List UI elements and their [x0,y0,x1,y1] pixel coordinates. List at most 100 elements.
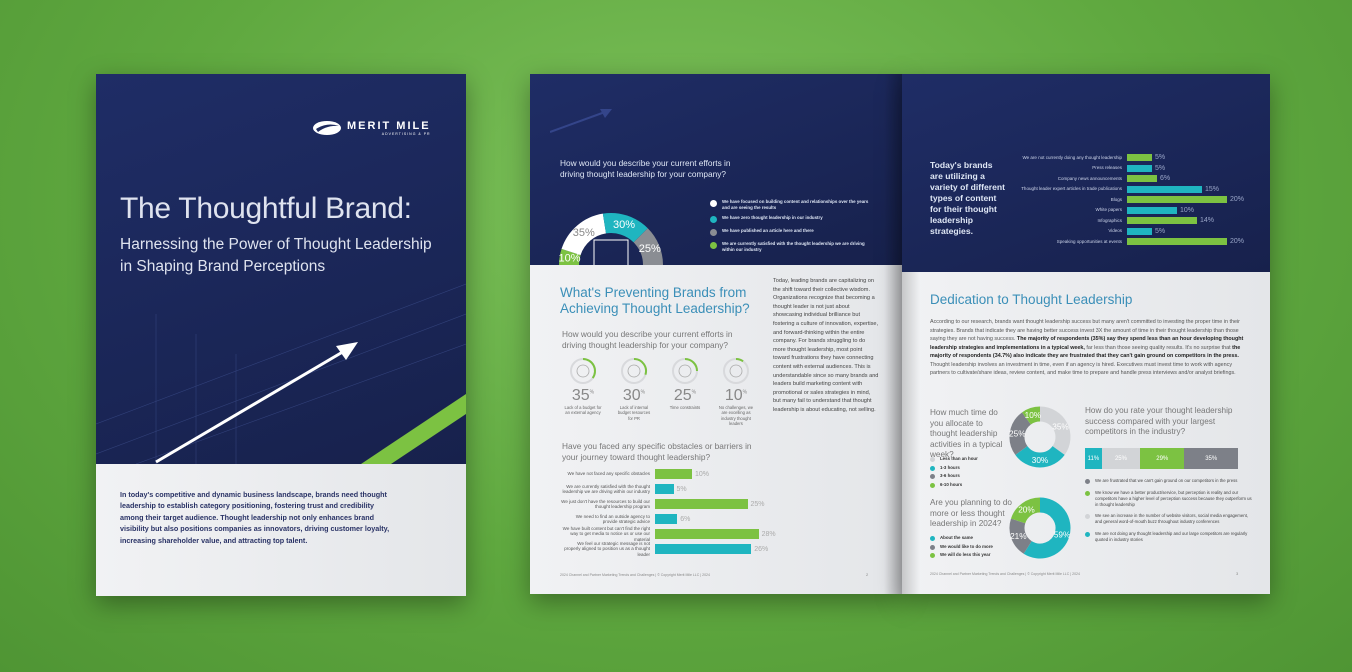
cover-navy-panel: MERIT MILE ADVERTISING & PR The Thoughtf… [96,74,466,464]
bar-row: White papers 10% [997,206,1195,214]
legend-dot [710,242,717,250]
bar-value: 5% [1155,154,1166,161]
stat-value: 30% [609,387,659,405]
legend-dot [1085,479,1090,484]
bar-value: 25% [750,500,765,508]
time-legend: Less than an hour 1-3 hours 3-6 hours 6-10 … [930,456,978,490]
stat-value: 25% [660,387,710,405]
spread-left-page: How would you describe your current effo… [530,74,902,594]
bar-label: Company news announcements [1057,175,1122,181]
right-white-panel: Dedication to Thought Leadership Accordi… [902,272,1270,594]
plan-donut-label: 21% [1010,532,1027,541]
left-navy-band: How would you describe your current effo… [530,74,902,265]
stat-label: Lack of a budget for an external agency [564,405,602,416]
bar-label: We feel our strategic message is not pro… [564,540,650,557]
time-question: How much time do you allocate to thought… [930,408,1003,459]
legend-dot [930,482,935,488]
stats-row: 35% Lack of a budget for an external agen… [558,357,768,427]
efforts-donut-label: 35% [573,227,595,239]
bar-label: We are currently satisfied with the thou… [562,483,650,495]
bar-label: Blogs [1110,196,1122,202]
stat-number: 30 [622,387,641,404]
bar-row: Blogs 20% [997,196,1244,203]
bar-value: 10% [1180,206,1195,214]
bar [1127,238,1227,245]
cover-title: The Thoughtful Brand: [120,192,412,225]
rating-stacked-bar: 11% 25% 29% 35% [1085,448,1238,469]
legend-text: 3-6 hours [940,473,960,478]
logo-tagline: ADVERTISING & PR [381,132,431,136]
legend-item: We know we have a better product/service… [1085,490,1255,507]
bar-value: 5% [1155,227,1166,235]
arrow-icon [550,109,612,133]
spread-right-page: Today's brands are utilizing a variety o… [902,74,1270,594]
legend-item: 6-10 hours [930,482,978,488]
top-question: How would you describe your current effo… [560,158,731,179]
bar-row: We feel our strategic message is not pro… [560,541,769,557]
bar-value: 26% [754,545,769,553]
bold-text: The majority of respondents (35%) say th… [930,336,1244,351]
bar-row: We are currently satisfied with the thou… [560,484,687,494]
bar-label: Videos [1108,228,1122,234]
time-donut-segment [1009,412,1032,455]
bar [655,529,759,539]
bar-row: Press releases 5% [997,164,1165,172]
stat-unit: % [589,389,595,396]
legend-dot [930,553,935,558]
legend-dot [1085,491,1090,496]
plan-donut-label: 20% [1018,505,1035,514]
legend-text: We have zero thought leadership in our i… [722,215,823,221]
efforts-donut-chart: 10% 35% 30% 25% [559,213,663,265]
legend-item: We see an increase in the number of webs… [1085,513,1255,525]
donut-legend: We have focused on building content and … [710,199,875,257]
bar-value: 20% [1230,238,1245,245]
segment-label: 35% [1205,455,1218,462]
dedication-paragraph: According to our research, brands want t… [930,318,1250,378]
heading-line: What's Preventing Brands from [560,285,747,300]
page-number: 3 [1236,571,1239,576]
plan-donut-chart: 59% 21% 20% [1009,497,1071,559]
legend-item: About the same [930,535,993,541]
stat-item: 30% Lack of internal budget resources for… [609,357,659,421]
left-footer: 2024 Channel and Partner Marketing Trend… [560,573,710,577]
bar-value: 15% [1205,185,1220,193]
legend-text: We are not doing any thought leadership … [1095,530,1248,542]
bar-row: Videos 5% [997,227,1166,235]
dedication-heading: Dedication to Thought Leadership [930,292,1133,307]
legend-dot [1085,531,1090,537]
efforts-donut-label: 10% [559,252,581,264]
document-chart-icon [593,239,629,265]
merit-mile-logo: MERIT MILE ADVERTISING & PR [312,120,431,136]
legend-item: We have published an article here and th… [710,228,875,237]
plan-donut-segment [1010,497,1041,524]
bar-label: Speaking opportunities at events [1056,238,1122,244]
legend-item: Less than an hour [930,456,978,462]
time-donut-label: 10% [1025,411,1042,420]
legend-text: 1-3 hours [940,464,960,470]
legend-item: We are not doing any thought leadership … [1085,531,1255,543]
bar [655,544,752,554]
legend-text: About the same [940,535,973,540]
stacked-segment: 35% [1184,448,1238,469]
stat-value: 10% [711,387,761,405]
time-donut-chart: 35% 30% 25% 10% [1009,406,1071,468]
bar-label: We need to find an outside agency to pro… [575,513,650,525]
legend-item: We are currently satisfied with the thou… [710,241,875,252]
plan-donut-segment [1023,497,1071,559]
legend-text: We have focused on building content and … [722,199,869,210]
segment-label: 25% [1114,455,1127,462]
subtitle-line: Harnessing the Power of Thought Leadersh… [120,236,432,253]
bar-label: Thought leader expert articles in trade … [1021,186,1122,192]
bar-value: 5% [676,485,687,493]
page-number: 2 [866,572,869,577]
legend-dot [710,200,717,207]
clock-icon [672,358,698,384]
money-hand-icon [570,358,596,384]
legend-item: We have zero thought leadership in our i… [710,215,875,224]
stat-number: 35 [571,387,590,404]
obstacles-question: Have you faced any specific obstacles or… [562,441,752,462]
bar [1127,206,1177,214]
legend-text: Less than an hour [940,456,978,461]
legend-text: We will do less this year [940,552,991,557]
time-donut-label: 30% [1032,456,1049,465]
